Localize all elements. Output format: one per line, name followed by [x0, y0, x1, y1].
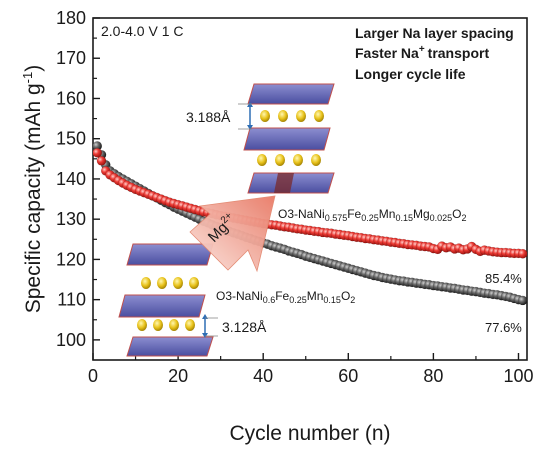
red-series-point — [517, 248, 527, 259]
y-axis-title: Specific capacity (mAh g-1) — [20, 65, 45, 314]
tick-labels: 0 20 40 60 80 100 100 110 120 130 140 150 160 170 180 — [56, 8, 534, 386]
pristine-formula: O3-NaNi0.6Fe0.25Mn0.15O2 — [216, 289, 355, 305]
na-layer-pristine-bottom — [137, 319, 195, 331]
red-series-point — [96, 156, 107, 166]
na-layer-pristine-top — [141, 277, 199, 289]
pristine-structure-illustration — [118, 243, 218, 357]
plot-frame — [92, 17, 528, 361]
red-series-point — [93, 147, 103, 158]
axis-ticks — [92, 17, 520, 360]
na-layer-doped-bottom — [257, 154, 321, 166]
y-tick-label: 140 — [56, 169, 86, 189]
svg-text:Larger Na layer spacing: Larger Na layer spacing — [355, 25, 514, 41]
spacing-label-pristine: 3.128Å — [222, 319, 267, 335]
x-tick-label: 40 — [253, 366, 273, 386]
doped-formula: O3-NaNi0.575Fe0.25Mn0.15Mg0.025O2 — [278, 207, 467, 223]
x-tick-label: 60 — [338, 366, 358, 386]
retention-black-label: 77.6% — [485, 320, 522, 335]
y-tick-label: 110 — [57, 290, 86, 310]
claims-block: Larger Na layer spacing Faster Na+ transp… — [355, 25, 514, 82]
x-tick-label: 80 — [423, 366, 443, 386]
retention-red-label: 85.4% — [485, 271, 522, 286]
y-tick-label: 120 — [56, 249, 86, 269]
svg-text:Longer cycle life: Longer cycle life — [355, 66, 466, 82]
y-tick-label: 160 — [56, 88, 86, 108]
y-tick-label: 180 — [56, 8, 86, 28]
y-tick-label: 130 — [56, 209, 86, 229]
spacing-label-doped: 3.188Å — [186, 109, 231, 125]
condition-label: 2.0-4.0 V 1 C — [101, 23, 184, 39]
x-axis-title: Cycle number (n) — [229, 422, 390, 445]
y-tick-label: 170 — [56, 48, 86, 68]
na-layer-doped-top — [260, 110, 324, 122]
y-tick-label: 150 — [56, 129, 86, 149]
x-tick-label: 0 — [88, 366, 98, 386]
black-series-point — [517, 295, 527, 306]
doping-arrow: Mg2+ — [189, 195, 276, 273]
x-tick-label: 20 — [168, 366, 188, 386]
doped-structure-illustration — [238, 83, 335, 194]
svg-text:Faster Na+transport: Faster Na+ transport — [355, 44, 489, 61]
x-tick-label: 100 — [503, 366, 533, 386]
y-tick-label: 100 — [56, 330, 86, 350]
